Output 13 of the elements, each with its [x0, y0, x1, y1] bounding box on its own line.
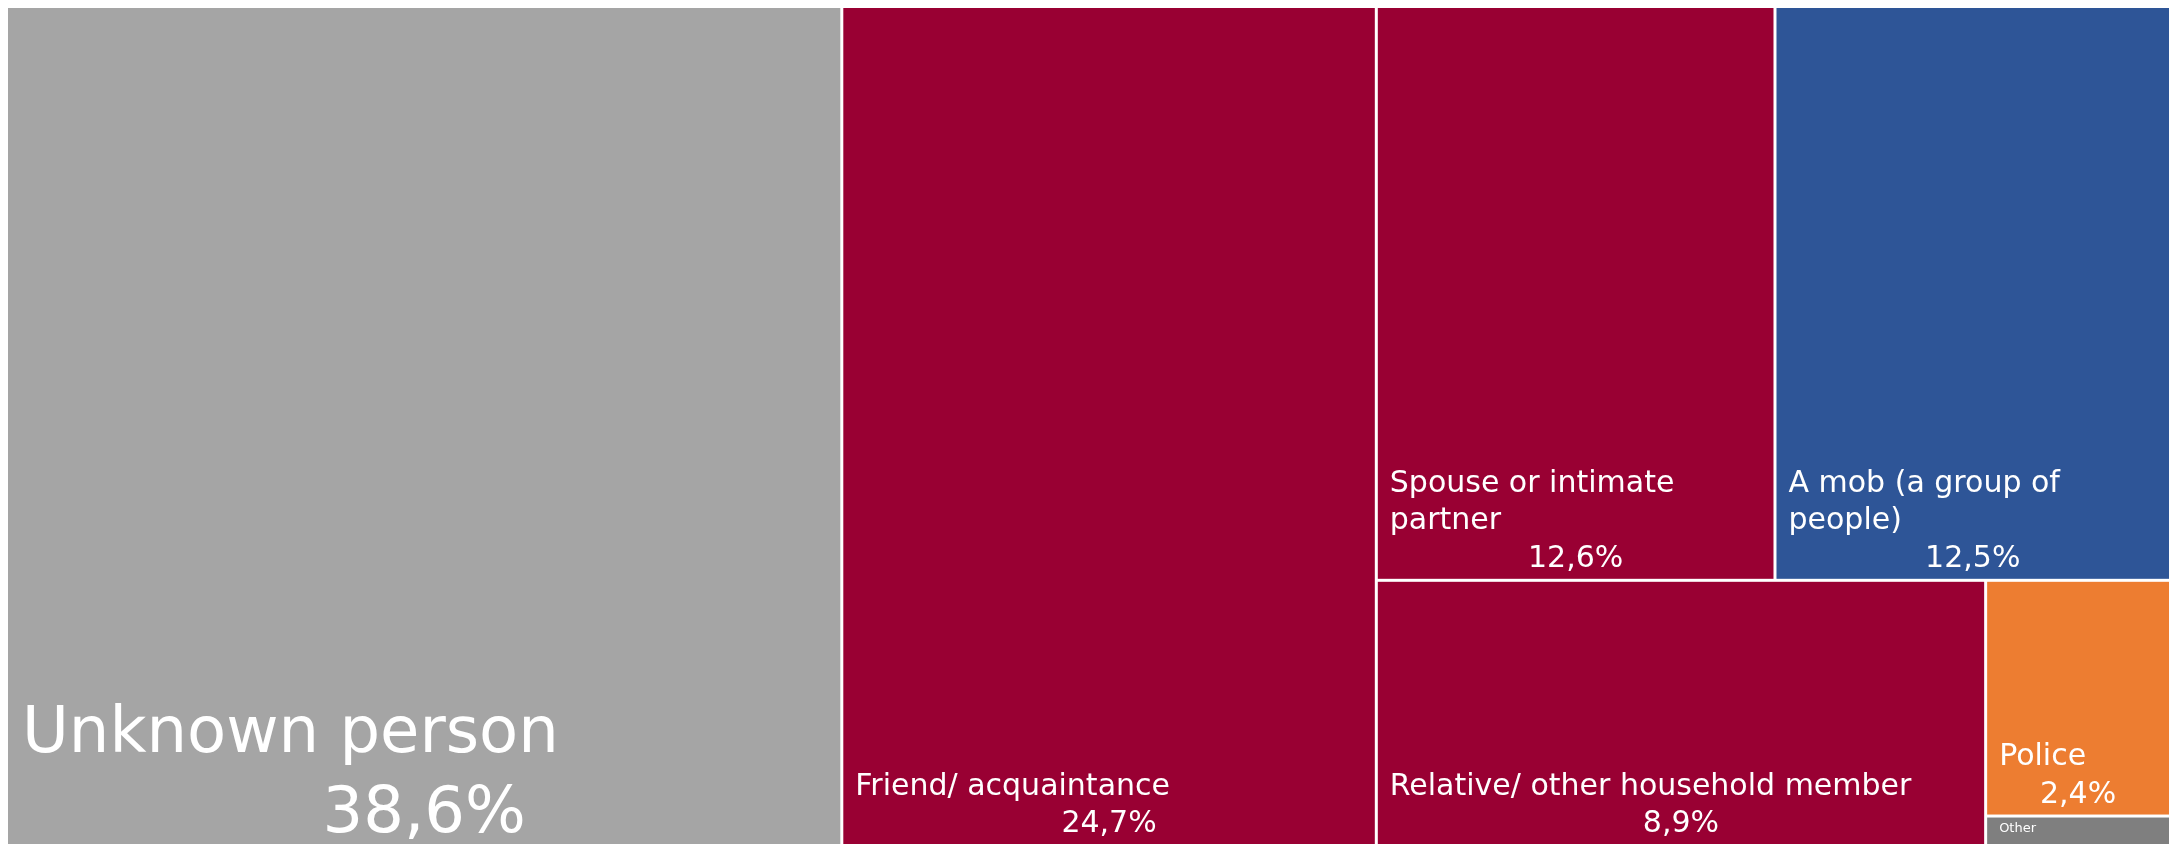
- category-label: Spouse or intimate partner: [1389, 463, 1675, 537]
- category-label: Unknown person: [22, 693, 559, 767]
- category-label: A mob (a group of people): [1788, 463, 2062, 537]
- category-label: Police: [1999, 737, 2087, 773]
- category-label: Relative/ other household member: [1389, 766, 1913, 802]
- data-label: 24,7%: [1061, 804, 1157, 839]
- data-label: 2,4%: [2039, 774, 2117, 810]
- data-label: 12,6%: [1527, 538, 1624, 574]
- category-label: Other: [1999, 820, 2037, 835]
- data-label: 8,9%: [1642, 804, 1720, 839]
- data-label: 12,5%: [1925, 538, 2021, 574]
- category-label: Friend/ acquaintance: [855, 766, 1170, 802]
- data-label: 38,6%: [322, 773, 526, 847]
